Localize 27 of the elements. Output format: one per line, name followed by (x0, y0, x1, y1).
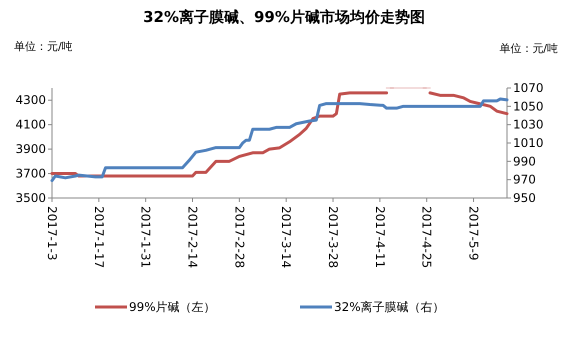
y2-tick-label: 1010 (513, 136, 544, 150)
y2-tick-label: 950 (513, 191, 536, 205)
x-tick-label: 2017-2-28 (232, 206, 246, 268)
y2-tick-label: 1070 (513, 81, 544, 95)
x-tick-label: 2017-4-25 (420, 206, 434, 268)
y2-axis-title: 单位：元/吨 (499, 42, 558, 55)
x-tick-label: 2017-5-9 (466, 206, 481, 260)
legend-label: 99%片碱（左） (129, 300, 216, 314)
y2-tick-label: 1050 (513, 99, 544, 114)
y-tick-label: 3500 (15, 191, 46, 205)
y-tick-label: 3900 (15, 142, 46, 156)
chart-title: 32%离子膜碱、99%片碱市场均价走势图 (143, 8, 425, 26)
x-tick-label: 2017-1-17 (92, 206, 106, 268)
legend-label: 32%离子膜碱（右） (334, 300, 445, 314)
x-tick-label: 2017-1-31 (138, 206, 153, 268)
x-tick-label: 2017-3-28 (326, 206, 340, 268)
x-tick-label: 2017-1-3 (45, 206, 59, 260)
y-tick-label: 4100 (15, 118, 46, 132)
x-tick-label: 2017-3-14 (279, 206, 294, 268)
y-tick-label: 3700 (15, 166, 46, 181)
x-tick-label: 2017-2-14 (186, 206, 200, 268)
y2-tick-label: 990 (513, 154, 536, 168)
y-axis-title: 单位：元/吨 (14, 40, 73, 53)
y2-tick-label: 1030 (513, 118, 544, 132)
y2-tick-label: 970 (513, 172, 536, 187)
y-tick-label: 4300 (15, 93, 46, 108)
x-tick-label: 2017-4-11 (372, 206, 387, 268)
